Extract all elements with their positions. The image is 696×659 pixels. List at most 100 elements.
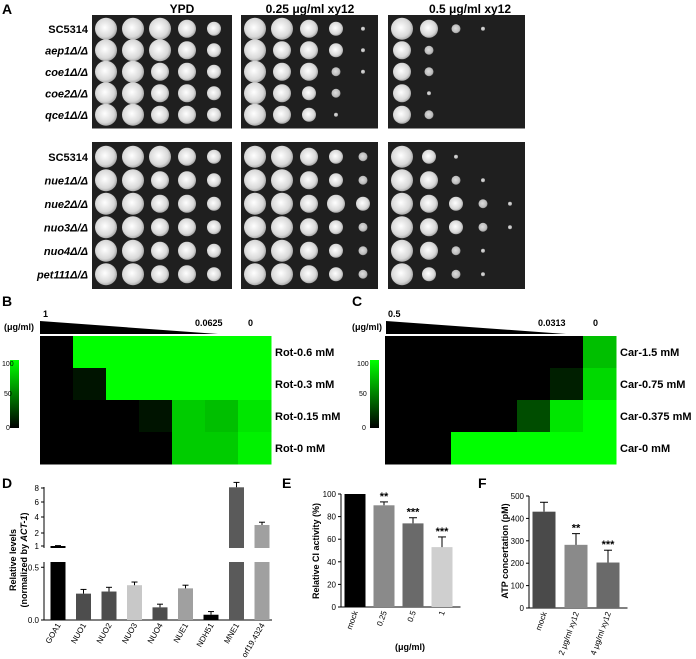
a2-colony [207,243,221,258]
y-tick-label-d: 2 [35,529,40,538]
a1-colony [273,41,291,60]
heatmap-grid-b: Rot-0.6 mM Rot-0.3 mM Rot-0.15 mM Rot-0 mM [40,336,340,465]
y-tick-label-d: 0.5 [28,563,40,572]
a2-colony [478,199,488,209]
hm-b-cell [205,400,239,433]
a2-colony [300,194,318,213]
hm-c-cell [484,432,518,465]
a1-colony [420,19,438,38]
hm-c-cell [418,336,452,369]
bar-d [254,562,270,620]
col-header-xy12-high: 0.5 μg/ml xy12 [429,2,511,16]
a2-colony [391,263,413,286]
hm-b-cell [40,432,74,465]
a1-strain-label: coe2Δ/Δ [45,88,88,100]
hm-b-cell [172,400,206,433]
a2-colony [95,192,117,215]
a2-colony [122,145,144,168]
y-tick-label-chart-e: 40 [327,558,336,567]
bar-chart-e [344,494,366,607]
a2-strain-label: nue1Δ/Δ [44,175,88,187]
a1-colony [207,21,221,36]
bar-d [50,546,66,548]
hm-b-cell [238,432,272,465]
a1-colony [151,62,169,81]
a2-colony [95,239,117,262]
conc-start-c: 0.5 [388,309,401,319]
a2-colony [95,216,117,239]
a2-colony [271,239,293,262]
significance-chart-e: ** [380,491,389,503]
a1-strain-label: qce1Δ/Δ [45,110,88,122]
a2-colony [244,239,266,262]
a1-colony [244,103,266,126]
y-tick-label-d: 8 [35,484,40,493]
hm-b-cell [139,368,173,401]
hm-b-row-label: Rot-0.6 mM [275,347,334,359]
a1-colony [178,84,196,103]
significance-chart-e: *** [436,526,450,538]
hm-b-cell [139,336,173,369]
a1-colony [122,103,144,126]
x-tick-label-d: NUO1 [69,621,88,645]
a2-colony [420,241,438,260]
y-tick-label-chart-f: 200 [511,559,525,568]
hm-b-cell [238,400,272,433]
y-tick-label-d: 0.0 [28,616,40,625]
hm-b-cell [172,432,206,465]
a1-colony [244,82,266,105]
y-tick-label-chart-f: 300 [511,537,525,546]
a1-colony [300,41,318,60]
a1-colony [149,17,171,40]
a1-colony [424,110,434,120]
a1-colony [393,41,411,60]
a1-colony [331,88,341,98]
bar-d [229,487,244,548]
a2-colony [391,145,413,168]
col-header-xy12-low: 0.25 μg/ml xy12 [266,2,355,16]
hm-c-cell [451,336,485,369]
a2-strain-label: nuo4Δ/Δ [44,246,88,258]
a2-colony [329,173,343,188]
y-tick-label-chart-e: 100 [323,490,337,499]
bar-d [254,525,270,548]
a2-colony [244,216,266,239]
colorbar-tick-c-0: 0 [362,425,366,432]
a1-colony [273,84,291,103]
a1-colony [151,105,169,124]
y-tick-label-chart-e: 80 [327,513,336,522]
hm-b-cell [40,368,74,401]
hm-c-cell [385,336,419,369]
a2-colony [391,192,413,215]
a1-colony [391,17,413,40]
a2-colony [358,152,368,162]
col-header-ypd: YPD [170,2,195,16]
a1-strain-label: aep1Δ/Δ [45,45,88,57]
a2-colony [151,218,169,237]
a1-colony [302,107,316,122]
hm-c-cell [484,368,518,401]
a1-colony [207,64,221,79]
a1-colony [361,48,365,53]
a2-colony [454,154,458,159]
a1-colony [271,17,293,40]
a2-colony [329,243,343,258]
unit-c: (μg/ml) [352,322,382,332]
hm-c-cell [385,400,419,433]
a2-colony [451,246,461,256]
a2-strain-label: nuo3Δ/Δ [44,222,88,234]
hm-c-cell [451,368,485,401]
a2-colony [449,196,463,211]
hm-b-row-label: Rot-0.3 mM [275,379,334,391]
hm-c-cell [484,400,518,433]
a2-colony [481,248,485,253]
a2-colony [271,192,293,215]
a2-colony [271,216,293,239]
ylabel2-d: (normalized by ACT-1) [19,512,29,607]
hm-c-cell [550,336,584,369]
a2-colony [391,216,413,239]
a2-colony [478,222,488,232]
a2-colony [151,265,169,284]
a2-colony [271,169,293,192]
